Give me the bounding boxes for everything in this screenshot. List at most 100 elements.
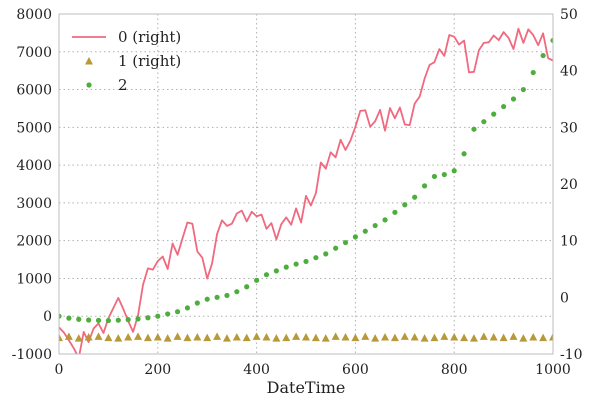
series-2-point — [244, 284, 250, 290]
series-2-point — [263, 272, 270, 278]
series-1-point — [242, 333, 251, 342]
legend: 0 (right) 1 (right) 2 — [72, 28, 181, 94]
series-1-point — [203, 333, 212, 342]
series-1-point — [262, 333, 271, 341]
right-tick-label: 40 — [560, 64, 578, 80]
series-2-point — [283, 264, 289, 270]
legend-swatch-triangle — [85, 57, 93, 65]
series-2-point — [451, 168, 457, 174]
series-1-point — [84, 333, 93, 341]
x-tick-label: 600 — [342, 362, 369, 378]
series-2-point — [421, 183, 428, 189]
right-tick-label: 20 — [560, 177, 578, 193]
legend-label: 1 (right) — [118, 52, 181, 70]
right-tick-label: 10 — [560, 234, 578, 250]
series-1-point — [539, 333, 548, 342]
legend-swatch-dot — [86, 82, 92, 88]
right-y-axis: -10 0 10 20 30 40 50 — [560, 7, 583, 363]
series-2-point — [184, 305, 191, 311]
left-tick-label: 1000 — [16, 271, 52, 287]
left-tick-label: 3000 — [16, 196, 52, 212]
series-2-point — [471, 126, 477, 132]
series-1-point — [331, 332, 340, 340]
left-tick-label: 0 — [43, 309, 52, 325]
series-1-point — [381, 333, 390, 341]
series-1-point — [390, 333, 399, 342]
series-1-point — [469, 334, 478, 342]
x-tick-label: 0 — [55, 362, 64, 378]
series-2-point — [165, 311, 171, 317]
x-tick-label: 400 — [243, 362, 270, 378]
series-1-point — [460, 333, 469, 342]
series-1-point — [311, 333, 320, 342]
series-1-point — [193, 333, 202, 341]
series-2-point — [66, 315, 72, 321]
series-1-point — [213, 332, 222, 340]
right-tick-label: 50 — [560, 7, 578, 23]
series-2-point — [540, 52, 546, 59]
series-1-point — [499, 333, 508, 342]
series-2-point — [303, 258, 309, 265]
series-2-point — [333, 245, 339, 251]
series-1-point — [114, 334, 123, 342]
series-2-point — [174, 309, 181, 315]
series-1-point — [183, 333, 192, 342]
series-1-point — [104, 333, 113, 342]
series-2-point — [273, 268, 279, 274]
series-2-point — [402, 202, 408, 208]
series-2-point — [481, 119, 487, 125]
series-1-point — [420, 334, 429, 342]
series-1-point — [519, 334, 528, 342]
series-1-point — [94, 332, 103, 340]
series-1-point — [371, 334, 380, 342]
series-2-point — [372, 222, 378, 229]
series-1-point — [321, 334, 330, 342]
series-2-point — [323, 251, 329, 257]
series-1-point — [64, 332, 73, 340]
x-axis-label: DateTime — [267, 378, 346, 397]
right-tick-label: 0 — [560, 290, 569, 306]
series-2-point — [76, 316, 82, 322]
left-y-axis: -1000 0 1000 2000 3000 4000 5000 6000 7000 8000 — [12, 7, 52, 363]
series-2-point — [293, 261, 299, 267]
series-1-point — [450, 333, 459, 341]
series-1-point — [479, 332, 488, 340]
series-1-point — [59, 333, 63, 342]
x-axis: 0 200 400 600 800 1000 — [55, 362, 571, 378]
series-1-point — [232, 333, 241, 341]
series-1-point — [272, 334, 281, 342]
left-tick-label: -1000 — [12, 347, 52, 363]
series-2-point — [491, 111, 497, 117]
series-1-point — [143, 333, 152, 342]
grid — [59, 14, 553, 354]
series-2-point — [204, 296, 210, 302]
left-tick-label: 7000 — [16, 45, 52, 61]
left-tick-label: 8000 — [16, 7, 52, 23]
series-2-point — [145, 315, 151, 321]
series-2-point — [95, 317, 102, 323]
series-1-point — [282, 333, 291, 342]
series-1-point — [302, 333, 310, 341]
series-2-point — [214, 294, 220, 300]
series-1-point — [430, 333, 439, 342]
series-1-point — [74, 334, 83, 342]
left-tick-label: 2000 — [16, 234, 52, 250]
series-2-point — [441, 171, 447, 178]
series-2-point — [224, 292, 230, 299]
series-2-point — [342, 239, 349, 246]
plot-frame — [58, 13, 554, 355]
series-1-point — [410, 333, 419, 341]
series-2-point — [135, 316, 141, 322]
series-2-point — [530, 69, 536, 76]
series-2-point — [115, 317, 121, 323]
series-1-point — [292, 332, 301, 340]
series-2-point — [105, 317, 111, 324]
series-1-point — [163, 334, 172, 342]
series-2-point — [382, 217, 388, 223]
series-1-point — [222, 334, 231, 342]
series-2-point — [234, 289, 240, 295]
series-1-point — [351, 333, 360, 342]
right-tick-label: 30 — [560, 120, 578, 136]
series-2-point — [352, 234, 358, 240]
